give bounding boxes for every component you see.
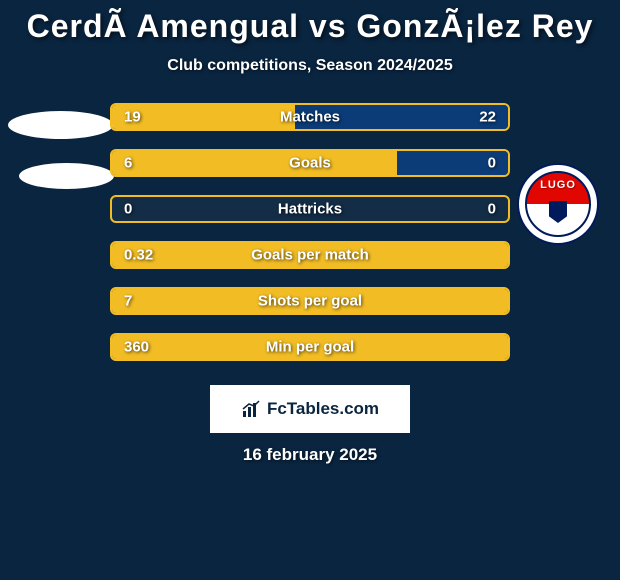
brand-text: FcTables.com	[267, 399, 379, 419]
bar-metric-label: Matches	[280, 109, 340, 126]
lugo-badge-label: LUGO	[540, 179, 576, 191]
badge-left-shape-2	[19, 163, 114, 189]
bar-row: 0 Hattricks 0	[110, 195, 510, 223]
bar-value-left: 0	[124, 201, 132, 218]
bar-value-right: 0	[488, 201, 496, 218]
badge-left-shape-1	[8, 111, 113, 139]
bar-fill-left	[112, 151, 397, 175]
lugo-badge-outer: LUGO	[517, 163, 599, 245]
bar-metric-label: Hattricks	[278, 201, 342, 218]
bar-row: 0.32 Goals per match	[110, 241, 510, 269]
bar-metric-label: Goals	[289, 155, 331, 172]
bar-row: 6 Goals 0	[110, 149, 510, 177]
page-subtitle: Club competitions, Season 2024/2025	[0, 57, 620, 75]
bar-value-left: 6	[124, 155, 132, 172]
brand-chart-icon	[241, 399, 261, 419]
bar-metric-label: Shots per goal	[258, 293, 362, 310]
bar-metric-label: Min per goal	[266, 339, 354, 356]
bar-value-left: 0.32	[124, 247, 153, 264]
comparison-bars: 19 Matches 22 6 Goals 0 0 Hattricks 0 0.32 Goals p…	[110, 103, 510, 361]
bar-value-right: 22	[479, 109, 496, 126]
lugo-shield-icon	[549, 201, 567, 223]
bar-value-left: 7	[124, 293, 132, 310]
page-title: CerdÃ Amengual vs GonzÃ¡lez Rey	[0, 8, 620, 45]
comparison-content: LUGO 19 Matches 22 6 Goals 0 0 Hattricks 0 0.32 Go…	[0, 103, 620, 465]
bar-row: 19 Matches 22	[110, 103, 510, 131]
bar-metric-label: Goals per match	[251, 247, 369, 264]
team-badge-left	[5, 103, 115, 213]
bar-value-right: 0	[488, 155, 496, 172]
brand-box: FcTables.com	[210, 385, 410, 433]
bar-value-left: 19	[124, 109, 141, 126]
team-badge-right: LUGO	[505, 163, 615, 273]
bar-row: 7 Shots per goal	[110, 287, 510, 315]
bar-row: 360 Min per goal	[110, 333, 510, 361]
lugo-badge-inner: LUGO	[525, 171, 591, 237]
date-text: 16 february 2025	[0, 445, 620, 465]
bar-value-left: 360	[124, 339, 149, 356]
